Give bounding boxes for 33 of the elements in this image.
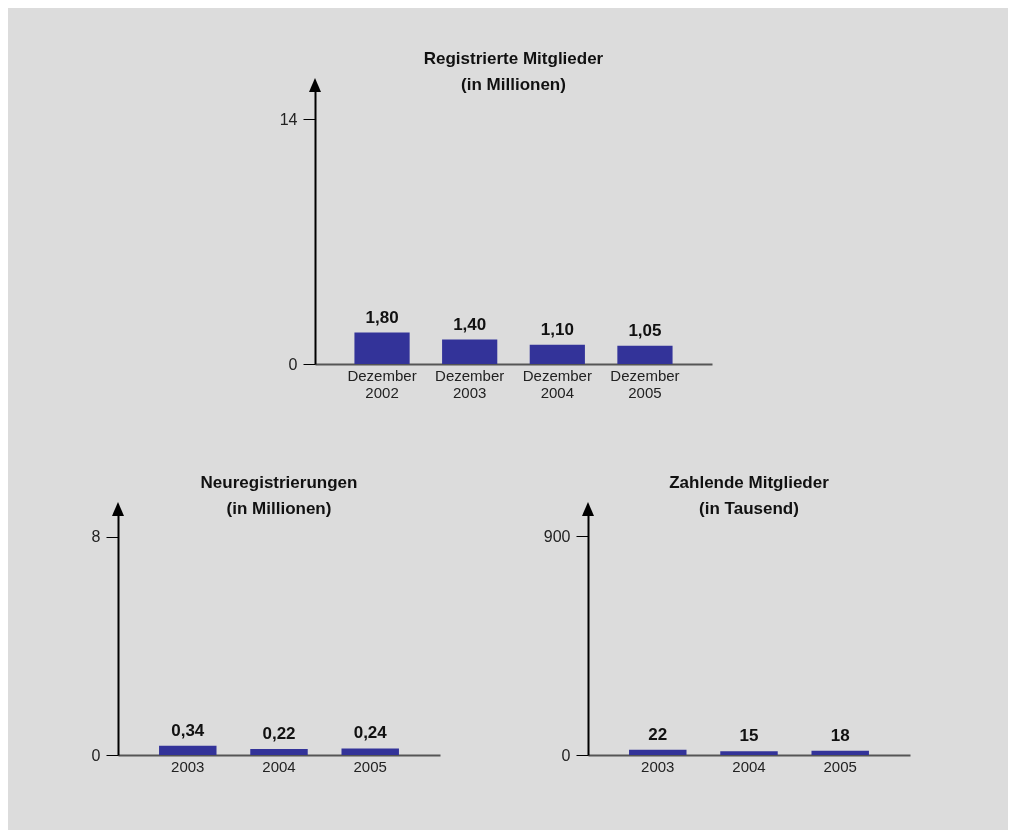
y-tick-label: 0 — [288, 355, 298, 373]
y-tick-label: 0 — [91, 746, 101, 764]
x-tick-label: 2004 — [732, 757, 766, 775]
chart-title: Registrierte Mitglieder (in Millionen) — [423, 49, 604, 94]
data-label: 1,05 — [628, 320, 662, 340]
y-tick-label: 900 — [543, 527, 571, 545]
y-tick-label: 8 — [91, 528, 101, 546]
x-tick-label: 2005 — [823, 757, 857, 775]
chart-title: Neuregistrierungen (in Millionen) — [200, 473, 358, 518]
x-tick-label: 2003 — [171, 757, 205, 775]
x-tick-label: Dezember 2003 — [435, 366, 505, 401]
data-label: 22 — [648, 724, 668, 744]
data-label: 0,34 — [171, 720, 205, 740]
bar — [442, 339, 498, 364]
x-tick-label: 2005 — [353, 757, 387, 775]
chart-title: Zahlende Mitglieder (in Tausend) — [669, 473, 830, 518]
data-label: 18 — [830, 725, 850, 745]
data-label: 15 — [739, 726, 759, 746]
data-label: 1,80 — [365, 307, 399, 327]
bar — [354, 332, 410, 364]
data-label: 1,40 — [453, 314, 487, 334]
y-tick-label: 0 — [561, 746, 571, 764]
x-tick-label: Dezember 2004 — [522, 366, 592, 401]
x-tick-label: Dezember 2002 — [347, 366, 417, 401]
x-tick-label: 2003 — [641, 757, 675, 775]
data-label: 1,10 — [540, 319, 574, 339]
y-tick-label: 14 — [279, 110, 298, 128]
bar — [617, 345, 673, 364]
bar — [529, 344, 585, 364]
data-label: 0,22 — [262, 723, 296, 743]
x-tick-label: Dezember 2005 — [610, 366, 680, 401]
x-tick-label: 2004 — [262, 757, 296, 775]
data-label: 0,24 — [353, 723, 388, 743]
